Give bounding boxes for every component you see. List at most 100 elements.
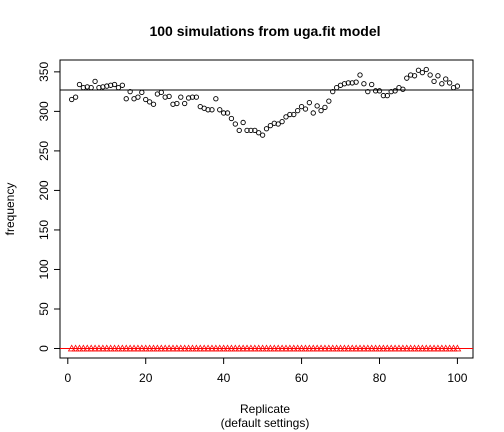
zero-point [321,344,329,352]
data-point [306,100,313,106]
data-point [411,73,418,79]
data-point [361,81,367,87]
zero-point [402,344,411,352]
data-point [252,127,258,134]
data-point [240,119,246,126]
data-point [295,107,301,114]
zero-point [356,344,364,352]
data-point [189,94,196,100]
data-point [88,85,94,91]
zero-point [395,344,403,352]
zero-point [348,344,357,352]
data-point [376,88,383,94]
data-point [400,86,406,92]
zero-point [67,344,76,352]
zero-point [313,344,322,352]
zero-point [398,344,407,352]
zero-point [247,344,255,352]
data-point [279,119,285,125]
zero-point [262,344,271,352]
chart-title: 100 simulations from uga.fit model [149,23,380,39]
data-point [182,100,188,107]
y-tick-label: 350 [37,62,51,82]
x-tick-label: 0 [64,371,71,385]
data-point [357,72,363,78]
zero-point [387,344,396,352]
zero-point [317,344,325,352]
zero-point [239,344,248,352]
data-point [314,103,320,109]
data-point [256,130,262,136]
data-point [392,88,398,94]
zero-point [289,344,298,352]
data-point [345,80,351,86]
zero-point [134,344,142,352]
zero-point [441,344,450,352]
zero-point [204,344,212,352]
zero-point [340,344,349,352]
zero-point [250,344,259,352]
zero-point [231,344,240,352]
y-axis-label: frequency [3,183,17,236]
y-tick-label: 200 [37,180,51,200]
zero-point [215,344,224,352]
zero-point [363,344,372,352]
zero-point [98,344,107,352]
zero-point [297,344,306,352]
zero-point [270,344,279,352]
zero-point [344,344,353,352]
data-point [283,114,289,120]
data-point [439,81,445,87]
data-point [72,94,79,100]
x-tick-label: 20 [139,371,153,385]
data-point [259,132,266,138]
y-axis: 0 50 100 150 200 250 300 350 [37,62,61,352]
data-point [419,69,425,76]
data-point [119,82,125,88]
zero-point [153,344,162,352]
data-point [318,107,324,114]
zero-point [434,344,442,352]
zero-point [95,344,103,352]
data-point [431,78,437,84]
data-point [209,107,215,113]
data-points [67,66,462,352]
zero-point [293,344,302,352]
zero-point [149,344,158,352]
zero-point [122,344,131,352]
data-point [404,75,410,81]
zero-point [445,344,454,352]
data-point [310,110,316,116]
x-tick-label: 40 [217,371,231,385]
zero-point [426,344,435,352]
zero-point [114,344,123,352]
zero-point [305,344,314,352]
data-point [76,81,83,88]
y-tick-label: 100 [37,259,51,279]
zero-point [165,344,173,352]
x-axis-sublabel: (default settings) [221,416,310,430]
data-point [326,98,332,104]
zero-point [285,344,294,352]
data-point [166,93,172,100]
zero-point [227,344,236,352]
data-point [333,85,340,91]
x-axis-label: Replicate [240,402,290,416]
zero-point [453,344,462,352]
zero-point [375,344,384,352]
data-point [446,80,453,86]
data-point [158,89,164,96]
zero-point [110,344,119,352]
zero-point [309,344,318,352]
data-point [267,122,274,129]
data-point [369,81,375,88]
data-point [220,110,227,116]
zero-point [430,344,438,352]
zero-point [106,344,115,352]
y-tick-label: 300 [37,101,51,121]
plot-frame [59,59,474,359]
zero-point [332,344,341,352]
data-point [427,72,433,78]
zero-point [196,344,205,352]
zero-point [406,344,415,352]
